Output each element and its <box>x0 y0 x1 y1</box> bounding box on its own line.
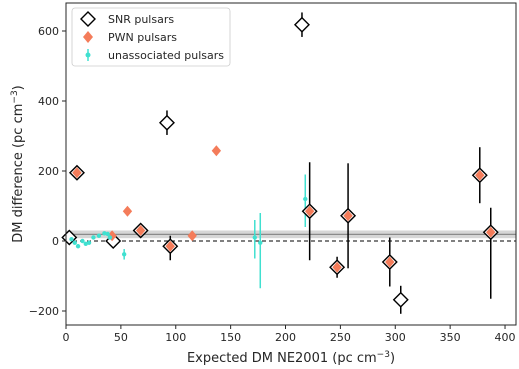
x-tick-label: 300 <box>385 331 406 344</box>
unassociated-marker <box>80 238 85 244</box>
unassociated-marker <box>86 240 92 245</box>
x-tick-label: 200 <box>275 331 296 344</box>
pwn-marker <box>187 230 197 242</box>
y-tick-label: 0 <box>52 235 59 248</box>
unassociated-marker <box>303 196 308 202</box>
data-markers <box>61 16 499 308</box>
legend-label-snr: SNR pulsars <box>108 13 174 26</box>
x-axis-title: Expected DM NE2001 (pc cm−3) <box>187 350 395 366</box>
legend-entry-snr: SNR pulsars <box>80 11 174 27</box>
pwn-marker <box>72 167 82 179</box>
unassociated-marker <box>91 235 96 240</box>
pwn-marker <box>211 145 222 157</box>
unassociated-marker <box>96 233 102 238</box>
pwn-marker <box>135 225 146 236</box>
unassociated-marker <box>72 240 77 245</box>
x-tick-label: 350 <box>440 331 461 344</box>
x-tick-label: 100 <box>165 331 186 344</box>
y-tick-label: 200 <box>38 165 59 178</box>
y-tick-label: 400 <box>38 95 59 108</box>
snr-marker <box>392 291 409 308</box>
legend-box <box>71 7 231 67</box>
y-tick-label: −200 <box>29 305 59 318</box>
pwn-marker <box>486 226 496 238</box>
pwn-marker <box>122 205 133 217</box>
y-tick-label: 600 <box>38 25 59 38</box>
y-axis-ticks: −200 0 200 400 600 <box>29 25 66 318</box>
pwn-marker <box>343 210 353 222</box>
unassociated-marker <box>105 231 110 237</box>
x-tick-label: 400 <box>495 331 516 344</box>
plot-frame <box>65 2 517 326</box>
snr-marker <box>158 114 175 131</box>
unassociated-marker <box>107 235 113 240</box>
pwn-marker <box>332 261 342 273</box>
legend-label-pwn: PWN pulsars <box>108 31 177 44</box>
snr-marker <box>293 16 310 33</box>
x-tick-label: 150 <box>220 331 241 344</box>
legend-marker-unassoc <box>85 52 91 58</box>
x-tick-label: 250 <box>330 331 351 344</box>
pwn-marker <box>385 256 395 268</box>
pwn-marker <box>304 205 315 217</box>
unassociated-marker <box>75 244 81 249</box>
x-tick-label: 0 <box>63 331 70 344</box>
legend-marker-snr <box>80 11 96 27</box>
pwn-marker <box>165 240 175 252</box>
pwn-marker <box>475 169 485 181</box>
unassociated-marker <box>69 237 74 242</box>
unassociated-marker <box>258 240 263 245</box>
legend-entry-unassoc: unassociated pulsars <box>85 49 224 62</box>
x-tick-label: 50 <box>114 331 128 344</box>
reference-band <box>66 230 516 239</box>
legend-label-unassoc: unassociated pulsars <box>108 49 224 62</box>
unassociated-marker <box>121 252 127 257</box>
legend: SNR pulsars PWN pulsars unassociated pul… <box>71 7 231 67</box>
x-axis-ticks: 0 50 100 150 200 250 300 350 400 <box>63 325 516 344</box>
legend-marker-pwn <box>83 31 93 43</box>
legend-entry-pwn: PWN pulsars <box>83 31 177 44</box>
unassociated-marker <box>252 235 257 240</box>
unassociated-marker <box>102 231 107 236</box>
y-axis-title: DM difference (pc cm−3) <box>10 85 26 243</box>
